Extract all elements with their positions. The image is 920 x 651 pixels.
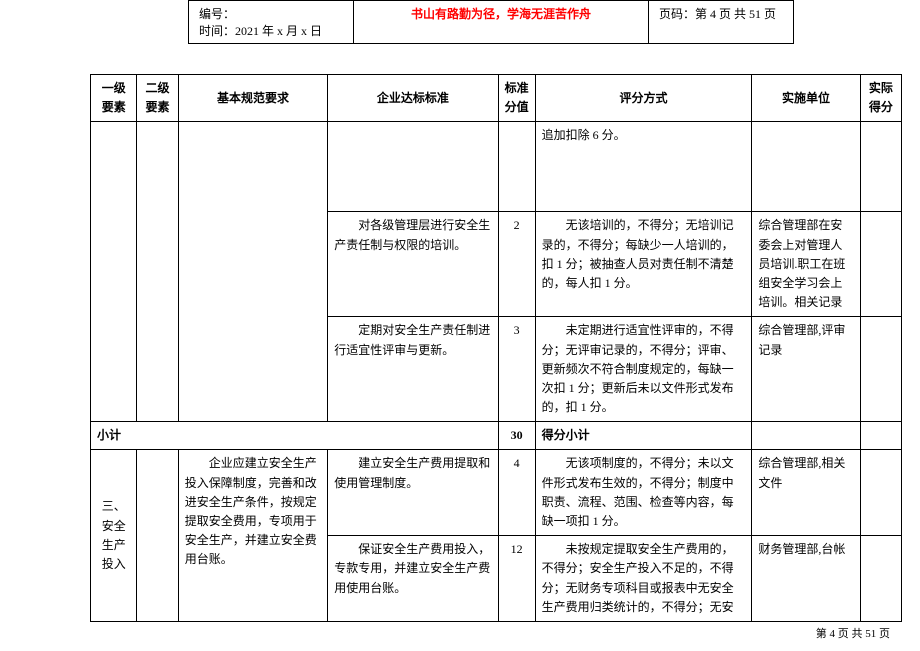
col-level2: 二级 要素 [137, 75, 178, 122]
score-cell: 4 [498, 450, 535, 536]
method-cell: 追加扣除 6 分。 [535, 122, 752, 212]
method-cell: 未定期进行适宜性评审的，不得分；无评审记录的，不得分；评审、更新频次不符合制度规… [535, 317, 752, 422]
std-cell: 定期对安全生产责任制进行适宜性评审与更新。 [328, 317, 498, 422]
score-cell: 2 [498, 212, 535, 317]
unit-cell: 财务管理部,台帐 [752, 536, 860, 622]
score-cell: 3 [498, 317, 535, 422]
req-cell: 企业应建立安全生产投入保障制度，完善和改进安全生产条件，按规定提取安全费用，专项… [178, 450, 328, 622]
method-cell: 无该培训的，不得分；无培训记录的，不得分；每缺少一人培训的，扣 1 分；被抽查人… [535, 212, 752, 317]
unit-cell: 综合管理部,相关文件 [752, 450, 860, 536]
std-cell: 保证安全生产费用投入，专款专用，并建立安全生产费用使用台账。 [328, 536, 498, 622]
main-table: 一级 要素 二级 要素 基本规范要求 企业达标标准 标准 分值 评分方式 实施单… [90, 74, 902, 622]
page-footer: 第 4 页 共 51 页 [816, 625, 890, 641]
page-value: 第 4 页 共 51 页 [695, 7, 776, 21]
col-std: 企业达标标准 [328, 75, 498, 122]
slogan: 书山有路勤为径，学海无涯苦作舟 [354, 1, 649, 44]
col-level1: 一级 要素 [91, 75, 137, 122]
col-unit: 实施单位 [752, 75, 860, 122]
col-req: 基本规范要求 [178, 75, 328, 122]
unit-cell: 综合管理部在安委会上对管理人员培训.职工在班组安全学习会上培训。相关记录 [752, 212, 860, 317]
method-cell: 无该项制度的，不得分；未以文件形式发布生效的，不得分；制度中职责、流程、范围、检… [535, 450, 752, 536]
subtotal-method: 得分小计 [535, 422, 752, 450]
time-value: 2021 年 x 月 x 日 [235, 24, 322, 38]
col-method: 评分方式 [535, 75, 752, 122]
level1-cell: 三、安全生产投入 [91, 450, 137, 622]
page-label: 页码： [659, 7, 695, 21]
unit-cell: 综合管理部,评审记录 [752, 317, 860, 422]
time-line: 时间：2021 年 x 月 x 日 [199, 22, 343, 39]
subtotal-row: 小计 30 得分小计 [91, 422, 902, 450]
method-cell: 未按规定提取安全生产费用的，不得分；安全生产投入不足的，不得分；无财务专项科目或… [535, 536, 752, 622]
std-cell: 建立安全生产费用提取和使用管理制度。 [328, 450, 498, 536]
subtotal-score: 30 [498, 422, 535, 450]
header-row: 一级 要素 二级 要素 基本规范要求 企业达标标准 标准 分值 评分方式 实施单… [91, 75, 902, 122]
subtotal-label: 小计 [91, 422, 499, 450]
serial-line: 编号： [199, 5, 343, 22]
time-label: 时间： [199, 24, 235, 38]
col-actual: 实际 得分 [860, 75, 901, 122]
table-row: 追加扣除 6 分。 [91, 122, 902, 212]
col-score: 标准 分值 [498, 75, 535, 122]
score-cell: 12 [498, 536, 535, 622]
header-table: 编号： 时间：2021 年 x 月 x 日 书山有路勤为径，学海无涯苦作舟 页码… [188, 0, 794, 44]
table-row: 三、安全生产投入 企业应建立安全生产投入保障制度，完善和改进安全生产条件，按规定… [91, 450, 902, 536]
std-cell: 对各级管理层进行安全生产责任制与权限的培训。 [328, 212, 498, 317]
